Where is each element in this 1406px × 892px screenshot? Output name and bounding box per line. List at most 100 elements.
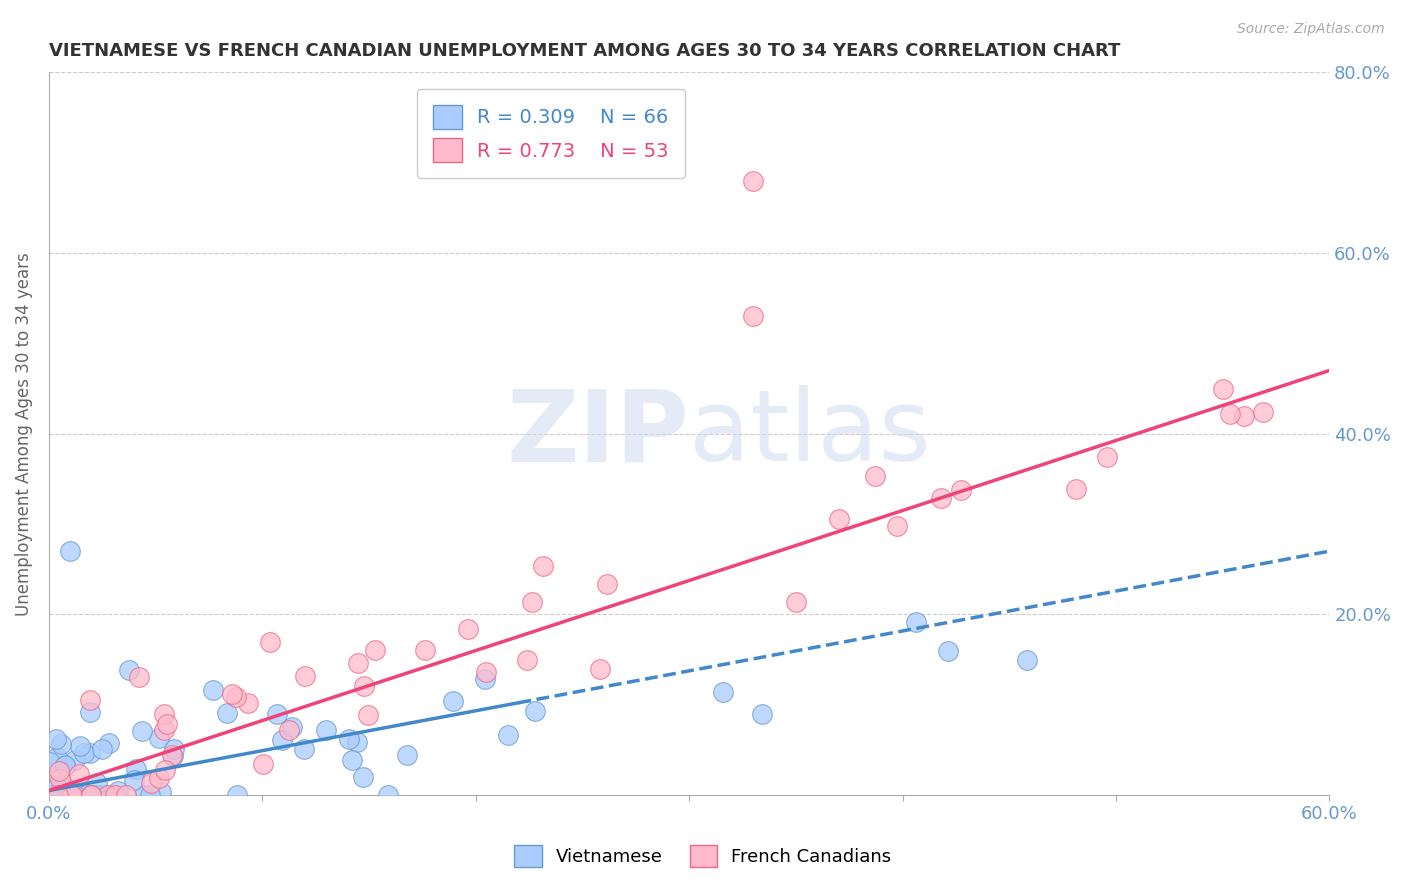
- Text: atlas: atlas: [689, 385, 931, 483]
- Point: [153, 706, 176, 721]
- Point: [45, 749, 67, 764]
- Point: [63, 753, 86, 767]
- Point: [153, 764, 176, 778]
- Point: [153, 723, 176, 737]
- Point: [75, 788, 97, 802]
- Point: [86, 776, 108, 790]
- Point: [294, 669, 316, 683]
- Point: [79, 747, 101, 761]
- Point: [96, 788, 118, 802]
- Point: [80, 788, 103, 802]
- Point: [315, 723, 337, 737]
- Point: [156, 717, 179, 731]
- Point: [97, 736, 120, 750]
- Point: [60, 788, 83, 802]
- Point: [377, 788, 399, 802]
- Point: [352, 770, 374, 784]
- Point: [364, 643, 387, 657]
- Point: [115, 788, 138, 802]
- Point: [742, 174, 765, 188]
- Point: [79, 692, 101, 706]
- Point: [1095, 450, 1118, 464]
- Point: [516, 653, 538, 667]
- Point: [89, 788, 111, 802]
- Point: [827, 511, 849, 525]
- Point: [69, 739, 91, 753]
- Point: [441, 694, 464, 708]
- Point: [292, 742, 315, 756]
- Point: [201, 682, 224, 697]
- Point: [124, 762, 146, 776]
- Point: [122, 772, 145, 787]
- Point: [596, 577, 619, 591]
- Point: [357, 708, 380, 723]
- Point: [56, 788, 79, 802]
- Point: [711, 685, 734, 699]
- Y-axis label: Unemployment Among Ages 30 to 34 years: Unemployment Among Ages 30 to 34 years: [15, 252, 32, 615]
- Point: [496, 728, 519, 742]
- Point: [904, 615, 927, 629]
- Point: [60, 788, 83, 802]
- Point: [139, 788, 162, 802]
- Point: [346, 735, 368, 749]
- Point: [457, 622, 479, 636]
- Point: [91, 742, 114, 756]
- Point: [79, 705, 101, 719]
- Point: [531, 558, 554, 573]
- Point: [60, 788, 83, 802]
- Point: [107, 784, 129, 798]
- Point: [281, 720, 304, 734]
- Point: [44, 788, 66, 802]
- Point: [785, 595, 807, 609]
- Point: [83, 788, 105, 802]
- Point: [415, 642, 437, 657]
- Point: [221, 687, 243, 701]
- Point: [128, 670, 150, 684]
- Point: [63, 788, 86, 802]
- Point: [271, 733, 294, 747]
- Point: [49, 772, 72, 786]
- Point: [58, 785, 80, 799]
- Point: [80, 788, 103, 802]
- Point: [225, 788, 247, 802]
- Point: [277, 723, 299, 737]
- Point: [886, 519, 908, 533]
- Point: [45, 731, 67, 746]
- Point: [520, 595, 543, 609]
- Point: [474, 672, 496, 686]
- Point: [160, 747, 183, 762]
- Point: [53, 758, 76, 772]
- Point: [215, 706, 238, 720]
- Point: [863, 468, 886, 483]
- Point: [1219, 407, 1241, 421]
- Point: [929, 491, 952, 506]
- Point: [949, 483, 972, 498]
- Point: [225, 690, 247, 704]
- Point: [259, 634, 281, 648]
- Point: [936, 644, 959, 658]
- Point: [1212, 382, 1234, 396]
- Point: [141, 776, 163, 790]
- Point: [67, 767, 90, 781]
- Point: [1233, 409, 1256, 423]
- Point: [252, 757, 274, 772]
- Point: [48, 764, 70, 779]
- Point: [589, 662, 612, 676]
- Point: [67, 788, 90, 802]
- Text: Source: ZipAtlas.com: Source: ZipAtlas.com: [1237, 22, 1385, 37]
- Point: [148, 772, 170, 786]
- Point: [163, 742, 186, 756]
- Point: [1064, 483, 1087, 497]
- Point: [340, 753, 363, 767]
- Legend: Vietnamese, French Canadians: Vietnamese, French Canadians: [508, 838, 898, 874]
- Point: [63, 788, 86, 802]
- Point: [53, 759, 76, 773]
- Point: [84, 788, 107, 802]
- Point: [475, 665, 498, 679]
- Point: [38, 755, 60, 769]
- Point: [1017, 653, 1039, 667]
- Point: [238, 696, 260, 710]
- Point: [742, 310, 765, 324]
- Point: [148, 731, 170, 745]
- Point: [46, 788, 69, 802]
